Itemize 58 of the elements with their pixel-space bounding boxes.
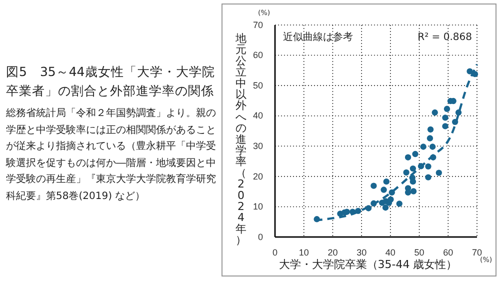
point [427,126,434,133]
y-tick-label: 30 [252,141,263,152]
point [455,109,462,116]
y-tick-label: 40 [252,110,263,121]
y-tick-label: 0 [258,232,263,242]
x-tick-label: 40 [385,247,396,258]
point [350,208,356,215]
x-tick-label: 70 [472,247,482,258]
point [426,135,434,142]
text: 総務省統計局「令和２年国勢調査」より。親の学歴と中学受験率には正の相関関係があることが従来より指摘されている（豊永耕平「中学受験選択を促すものは何か―階層・地域要因と中学受験の再生産」『東京大学大学院教育学研究科紀要』第58巻(2019) など） [6,106,217,204]
x-tick-label: 30 [356,247,367,258]
point [418,163,424,170]
point [383,178,390,185]
point [420,144,426,150]
annotation: 近似曲線は参考 [283,31,353,43]
point [365,205,372,212]
annotation: R² = 0.868 [418,32,472,43]
x-tick-label: 60 [443,247,454,258]
y-tick-label: 70 [252,20,263,30]
point [472,70,478,78]
x-tick-label: 0 [272,247,278,258]
point [442,123,448,130]
point [355,208,362,214]
text: 地元公立中以外への進学率（2024年） [236,32,246,247]
y-tick-label: 20 [252,171,263,182]
point [403,169,410,176]
point [410,178,416,185]
point [466,68,473,74]
text: 図5 35～44歳女性「大学・大学院卒業者」の割合と外部進学率の関係 [6,63,216,100]
point [382,204,389,211]
x-axis-title: 大学・大学院卒業（35-44 歳女性） [278,258,458,271]
point [370,200,377,206]
point [425,174,432,180]
point [444,106,450,112]
point [430,154,436,160]
point [370,182,377,189]
x-tick-label: 20 [328,247,338,258]
point [404,189,412,196]
x-tick-label: 10 [298,247,309,258]
point [410,188,417,194]
point [388,196,394,203]
point [429,144,436,150]
point [410,165,416,172]
point [388,189,395,196]
point [314,216,320,222]
point [380,186,387,193]
y-tick-label: 10 [252,202,263,212]
point [452,118,458,125]
y-tick-label: 60 [252,50,263,60]
y-tick-label: 50 [252,80,263,90]
point [412,150,418,158]
point [432,109,438,116]
point [396,200,402,207]
point [442,114,448,121]
x-tick-label: 50 [414,247,424,258]
point [436,170,442,176]
point [425,163,432,170]
point [404,154,412,160]
